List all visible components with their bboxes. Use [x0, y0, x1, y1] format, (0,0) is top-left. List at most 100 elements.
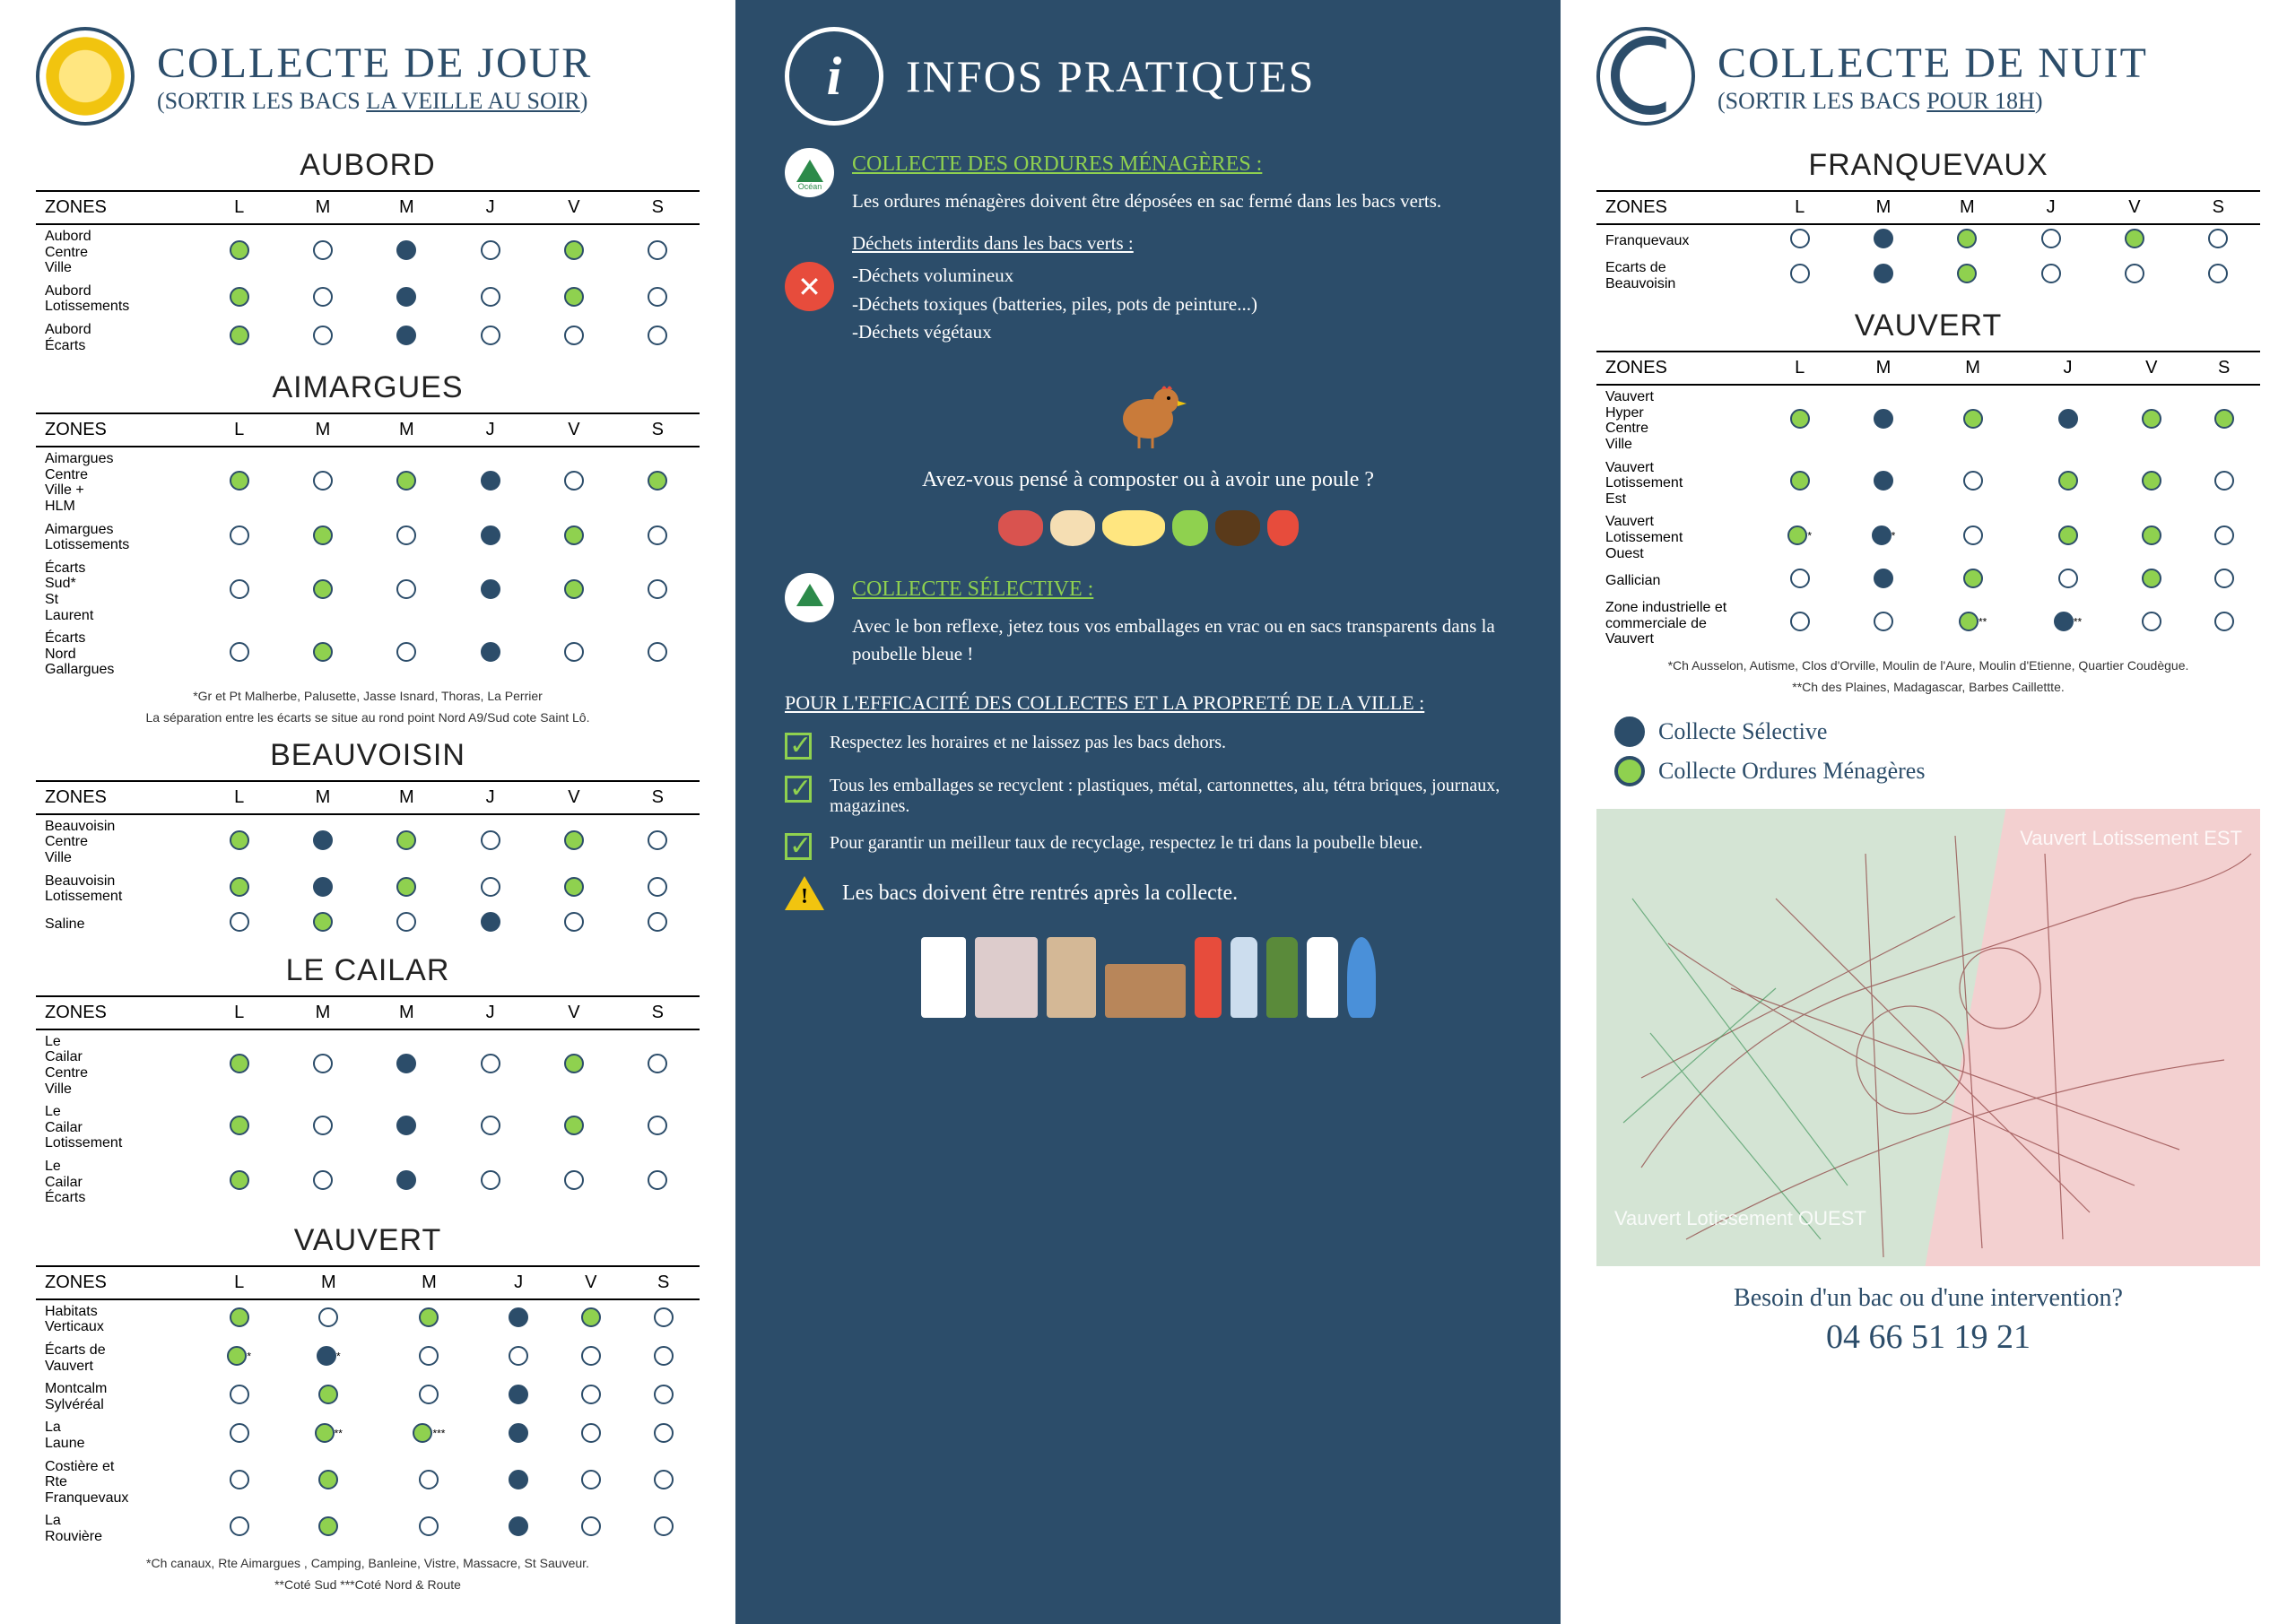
tip-text: Tous les emballages se recyclent : plast… — [830, 776, 1511, 817]
schedule-dot — [648, 877, 667, 897]
schedule-dot — [419, 1307, 439, 1327]
schedule-dot — [313, 1116, 333, 1135]
schedule-dot — [230, 912, 249, 932]
tips-head: POUR L'EFFICACITÉ DES COLLECTES ET LA PR… — [785, 691, 1511, 715]
schedule-dot — [1963, 525, 1983, 545]
schedule-dot — [564, 912, 584, 932]
schedule-dot — [396, 877, 416, 897]
schedule-dot — [2142, 612, 2161, 631]
schedule-dot — [396, 1170, 416, 1190]
schedule-dot — [230, 1054, 249, 1073]
schedule-dot — [1959, 612, 1979, 631]
table-row: Gallician — [1596, 565, 2260, 596]
contact-question: Besoin d'un bac ou d'une intervention? — [1596, 1284, 2260, 1313]
contact-box: Besoin d'un bac ou d'une intervention? 0… — [1596, 1284, 2260, 1357]
night-title: COLLECTE DE NUIT — [1718, 39, 2148, 88]
schedule-dot — [648, 1116, 667, 1135]
schedule-dot — [230, 1470, 249, 1489]
schedule-dot — [1957, 229, 1977, 248]
info-header: i INFOS PRATIQUES — [785, 27, 1511, 126]
schedule-dot — [396, 525, 416, 545]
schedule-dot — [396, 287, 416, 307]
schedule-dot — [2142, 409, 2161, 429]
schedule-dot — [2125, 229, 2144, 248]
schedule-dot — [2142, 471, 2161, 491]
schedule-dot — [481, 1116, 500, 1135]
section-note: *Gr et Pt Malherbe, Palusette, Jasse Isn… — [36, 689, 700, 703]
schedule-dot — [396, 579, 416, 599]
night-subtitle: (SORTIR LES BACS POUR 18H) — [1718, 88, 2148, 115]
schedule-dot — [2208, 264, 2228, 283]
section-title: VAUVERT — [36, 1223, 700, 1258]
schedule-dot — [654, 1346, 674, 1366]
schedule-dot — [396, 240, 416, 260]
schedule-dot — [2142, 569, 2161, 588]
recycling-illustration — [785, 937, 1511, 1018]
schedule-dot — [1874, 569, 1893, 588]
legend: Collecte Sélective Collecte Ordures Ménag… — [1614, 716, 2260, 786]
schedule-dot — [2214, 569, 2234, 588]
schedule-dot — [648, 240, 667, 260]
table-row: LeCailarCentreVille — [36, 1029, 700, 1100]
section-title: VAUVERT — [1596, 308, 2260, 343]
schedule-dot — [313, 1054, 333, 1073]
section-title: LE CAILAR — [36, 953, 700, 988]
schedule-dot — [317, 1346, 336, 1366]
schedule-dot — [509, 1470, 528, 1489]
legend-item: Collecte Ordures Ménagères — [1614, 756, 2260, 786]
schedule-dot — [313, 579, 333, 599]
day-title: COLLECTE DE JOUR — [157, 39, 592, 88]
schedule-dot — [648, 1170, 667, 1190]
schedule-dot — [1790, 612, 1810, 631]
info-panel: i INFOS PRATIQUES Océan COLLECTE DES ORD… — [735, 0, 1561, 1624]
schedule-dot — [509, 1516, 528, 1536]
schedule-dot — [419, 1470, 439, 1489]
schedule-dot — [564, 1116, 584, 1135]
schedule-table: ZONESLMMJVSFranquevauxEcarts deBeauvoisi… — [1596, 190, 2260, 295]
schedule-dot — [1790, 229, 1810, 248]
check-icon — [785, 733, 812, 760]
schedule-dot — [313, 287, 333, 307]
schedule-dot — [315, 1423, 335, 1443]
schedule-dot — [396, 830, 416, 850]
schedule-dot — [481, 326, 500, 345]
schedule-dot — [654, 1516, 674, 1536]
day-header: COLLECTE DE JOUR (SORTIR LES BACS LA VEI… — [36, 27, 700, 126]
legend-item: Collecte Sélective — [1614, 716, 2260, 747]
schedule-dot — [564, 287, 584, 307]
schedule-dot — [481, 1170, 500, 1190]
schedule-dot — [230, 1170, 249, 1190]
table-row: VauvertHyperCentreVille — [1596, 385, 2260, 456]
table-row: LeCailarLotissement — [36, 1100, 700, 1155]
schedule-dot — [648, 326, 667, 345]
schedule-dot — [313, 326, 333, 345]
schedule-dot — [230, 240, 249, 260]
schedule-dot — [564, 579, 584, 599]
schedule-dot — [509, 1385, 528, 1404]
schedule-dot — [648, 525, 667, 545]
schedule-dot — [2041, 264, 2061, 283]
schedule-dot — [481, 525, 500, 545]
section-note: La séparation entre les écarts se situe … — [36, 710, 700, 725]
schedule-dot — [230, 1516, 249, 1536]
moon-icon — [1596, 27, 1695, 126]
schedule-dot — [2041, 229, 2061, 248]
schedule-dot — [509, 1346, 528, 1366]
table-row: BeauvoisinCentreVille — [36, 814, 700, 870]
schedule-dot — [2058, 569, 2078, 588]
day-panel: COLLECTE DE JOUR (SORTIR LES BACS LA VEI… — [0, 0, 735, 1624]
schedule-dot — [313, 525, 333, 545]
table-row: BeauvoisinLotissement — [36, 870, 700, 908]
table-row: ÉcartsSud*StLaurent — [36, 557, 700, 627]
section-note: *Ch Ausselon, Autisme, Clos d'Orville, M… — [1596, 658, 2260, 673]
sun-icon — [36, 27, 135, 126]
schedule-dot — [396, 1116, 416, 1135]
schedule-dot — [648, 287, 667, 307]
schedule-dot — [1874, 471, 1893, 491]
schedule-dot — [2214, 612, 2234, 631]
schedule-dot — [581, 1385, 601, 1404]
schedule-dot — [1874, 409, 1893, 429]
table-row: AubordLotissements — [36, 280, 700, 318]
schedule-dot — [1872, 525, 1892, 545]
schedule-dot — [230, 326, 249, 345]
